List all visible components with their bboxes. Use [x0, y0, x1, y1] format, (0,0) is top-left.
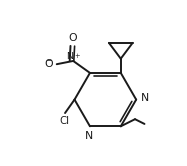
Text: N: N — [141, 93, 149, 103]
Text: O: O — [69, 33, 77, 42]
Text: N: N — [85, 131, 93, 141]
Text: −: − — [45, 56, 52, 65]
Text: +: + — [74, 52, 80, 59]
Text: N: N — [66, 52, 73, 61]
Text: Cl: Cl — [59, 116, 69, 126]
Text: O: O — [44, 59, 53, 69]
